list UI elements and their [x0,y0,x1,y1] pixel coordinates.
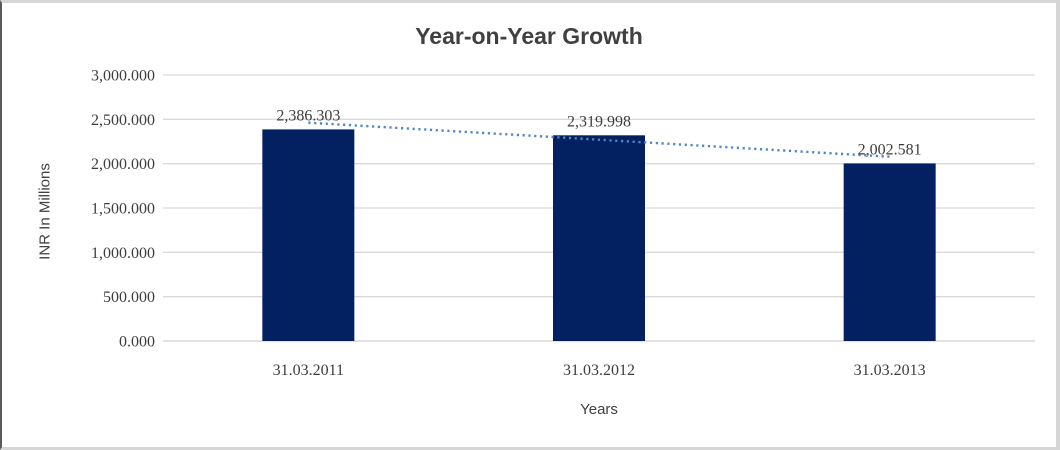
trendline [308,121,890,158]
x-axis-title: Years [580,401,618,418]
y-tick-label: 1,500.000 [91,201,155,218]
plot-area: 0.000 500.000 1,000.000 1,500.000 2,000.000 2… [91,68,1035,379]
y-tick-label: 0.000 [119,334,155,351]
bar-31.03.2012 [553,135,645,341]
bar-31.03.2011 [262,129,355,341]
y-tick-label: 3,000.000 [91,68,155,85]
bar-value-label: 2,386.303 [276,107,340,124]
x-tick-label: 31.03.2012 [563,362,635,379]
y-tick-label: 1,000.000 [91,245,155,262]
y-axis-title: INR In Millions [36,163,54,260]
bar-value-label: 2,319.998 [567,113,631,130]
x-tick-label: 31.03.2011 [273,362,344,379]
y-tick-label: 2,500.000 [91,112,155,129]
bar-31.03.2013 [843,163,936,341]
bar-value-label: 2,002.581 [858,141,922,158]
x-tick-label: 31.03.2013 [854,362,926,379]
y-tick-label: 2,000.000 [91,156,155,173]
y-tick-label: 500.000 [103,289,155,306]
chart-title: Year-on-Year Growth [415,23,643,49]
